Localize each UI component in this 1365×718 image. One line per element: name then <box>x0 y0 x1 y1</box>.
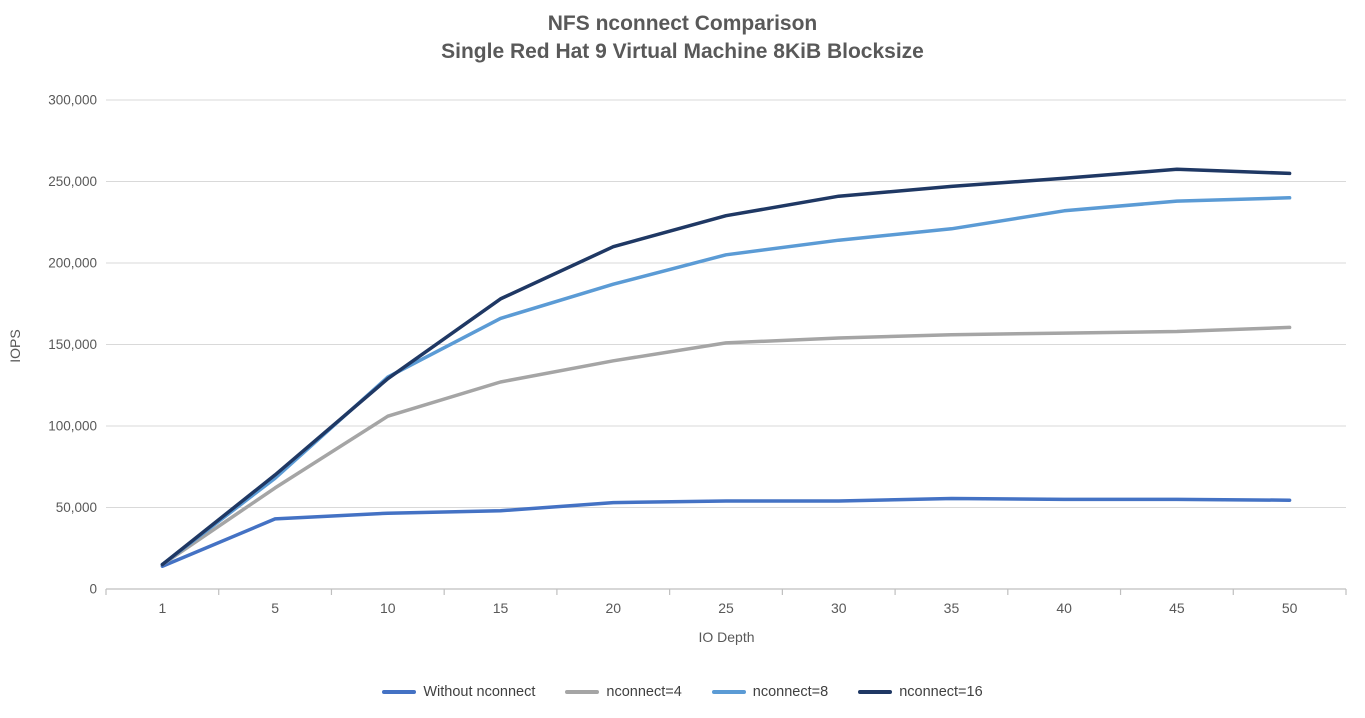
chart-title: NFS nconnect Comparison Single Red Hat 9… <box>0 10 1365 66</box>
x-axis-tick-label: 45 <box>1169 600 1185 616</box>
x-axis-tick-label: 5 <box>271 600 279 616</box>
y-axis-tick-label: 50,000 <box>56 500 97 515</box>
y-axis-tick-label: 250,000 <box>48 174 97 189</box>
chart-title-line-1: NFS nconnect Comparison <box>547 12 818 35</box>
x-axis-title: IO Depth <box>698 629 755 645</box>
series-line-nconnect-16 <box>160 167 1292 567</box>
series-line-nconnect-4 <box>160 325 1292 567</box>
legend-item-without-nconnect: Without nconnect <box>382 684 535 700</box>
legend-line-swatch-icon <box>382 690 417 694</box>
y-axis-tick-label: 150,000 <box>48 337 97 352</box>
y-axis-tick-label: 300,000 <box>48 93 97 108</box>
legend-item-nconnect-16: nconnect=16 <box>858 684 983 700</box>
chart-title-line-2: Single Red Hat 9 Virtual Machine 8KiB Bl… <box>441 40 924 63</box>
series-line-nconnect-8 <box>160 196 1292 567</box>
y-axis-title: IOPS <box>7 329 23 363</box>
legend-item-nconnect-4: nconnect=4 <box>565 684 682 700</box>
x-axis-tick-label: 50 <box>1282 600 1298 616</box>
x-axis-tick-label: 20 <box>605 600 621 616</box>
x-axis-tick-label: 30 <box>831 600 847 616</box>
legend-item-nconnect-8: nconnect=8 <box>711 684 829 700</box>
y-axis-tick-label: 0 <box>89 582 97 597</box>
legend-line-swatch-icon <box>711 690 746 694</box>
legend-label: nconnect=16 <box>899 684 983 700</box>
legend-line-swatch-icon <box>565 690 600 694</box>
x-axis-tick-label: 1 <box>158 600 166 616</box>
legend-line-swatch-icon <box>858 690 893 694</box>
x-axis-tick-label: 35 <box>944 600 960 616</box>
x-axis-tick-label: 40 <box>1056 600 1072 616</box>
legend-label: nconnect=8 <box>752 684 829 700</box>
x-axis-tick-label: 25 <box>718 600 734 616</box>
y-axis-tick-label: 200,000 <box>48 256 97 271</box>
x-axis-tick-label: 15 <box>493 600 509 616</box>
x-axis-tick-label: 10 <box>380 600 396 616</box>
series-line-without-nconnect <box>160 496 1292 568</box>
legend-label: Without nconnect <box>423 684 536 700</box>
legend-label: nconnect=4 <box>606 684 682 700</box>
chart-legend: Without nconnect nconnect=4 nconnect=8 ncon… <box>0 684 1365 700</box>
y-axis-tick-label: 100,000 <box>48 419 97 434</box>
